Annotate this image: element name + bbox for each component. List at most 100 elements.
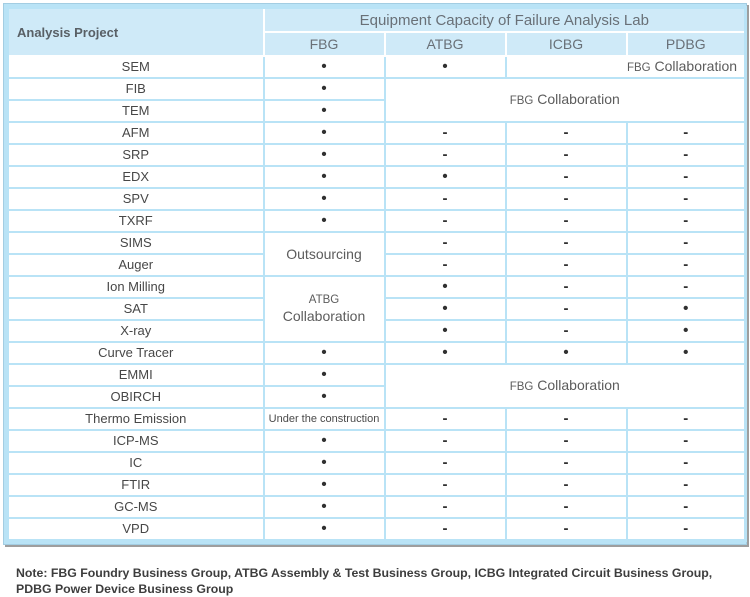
capacity-cell-fbg: • (262, 495, 386, 519)
project-name: SIMS (6, 231, 265, 255)
table-title: Equipment Capacity of Failure Analysis L… (262, 6, 747, 33)
capacity-cell-pdbg: - (625, 209, 747, 233)
project-name: TEM (6, 99, 265, 123)
capacity-cell-pdbg: - (625, 473, 747, 497)
table-row: ICP-MS • - - - (6, 429, 747, 453)
merged-atbg-collaboration-cell: ATBG Collaboration (262, 275, 386, 343)
capacity-cell-fbg: • (262, 77, 386, 101)
project-name: FIB (6, 77, 265, 101)
collab-prefix: ATBG (308, 294, 340, 306)
capacity-cell-icbg: - (504, 209, 628, 233)
column-header-fbg: FBG (262, 31, 386, 57)
project-name: SRP (6, 143, 265, 167)
table-row: Ion Milling ATBG Collaboration • - - (6, 275, 747, 343)
project-name: X-ray (6, 319, 265, 343)
table-row: TEM • (6, 99, 746, 123)
capacity-cell-icbg: - (504, 253, 628, 277)
capacity-cell-icbg: - (504, 451, 628, 475)
capacity-cell-atbg: - (383, 429, 507, 453)
capacity-cell-fbg-under-construction: Under the construction (262, 407, 386, 431)
table-row: FTIR • - - - (6, 473, 747, 497)
project-name: TXRF (6, 209, 265, 233)
table-row: FIB • FBG Collaboration (6, 77, 747, 123)
table-row: SPV • - - - (6, 187, 747, 211)
project-name: OBIRCH (6, 385, 265, 409)
capacity-cell-pdbg: - (625, 451, 747, 475)
capacity-cell-pdbg: - (625, 429, 747, 453)
merged-collaboration-cell: FBG Collaboration (383, 363, 747, 409)
equipment-capacity-table: Analysis Project Equipment Capacity of F… (6, 6, 748, 542)
capacity-cell-fbg: • (262, 187, 386, 211)
table-row: SAT • - • (6, 297, 747, 321)
capacity-cell-atbg: - (383, 495, 507, 519)
capacity-cell-pdbg: - (625, 517, 747, 542)
capacity-cell-icbg: - (504, 407, 628, 431)
capacity-cell-fbg: • (262, 209, 386, 233)
column-header-atbg: ATBG (383, 31, 507, 57)
capacity-cell-atbg: • (383, 165, 507, 189)
collab-prefix: FBG (509, 380, 534, 393)
collab-label: Collaboration (654, 57, 738, 74)
capacity-cell-icbg: - (504, 517, 628, 542)
capacity-cell-pdbg: • (625, 341, 747, 365)
table-row: TXRF • - - - (6, 209, 747, 233)
capacity-cell-atbg: • (383, 341, 507, 365)
column-header-icbg: ICBG (504, 31, 628, 57)
capacity-cell-atbg: • (383, 275, 507, 299)
capacity-cell-atbg: • (383, 319, 507, 343)
capacity-cell-atbg: - (383, 451, 507, 475)
project-name: AFM (6, 121, 265, 145)
table-row: OBIRCH • (6, 385, 746, 409)
capacity-cell-icbg: - (504, 165, 628, 189)
equipment-table-frame: Analysis Project Equipment Capacity of F… (3, 3, 748, 545)
capacity-cell-icbg: - (504, 231, 628, 255)
footnote: Note: FBG Foundry Business Group, ATBG A… (16, 566, 746, 597)
capacity-cell-icbg: - (504, 473, 628, 497)
merged-outsourcing-cell: Outsourcing (262, 231, 386, 277)
project-name: SEM (6, 55, 265, 79)
capacity-cell-pdbg: - (625, 231, 747, 255)
merged-collaboration-cell: FBG Collaboration (504, 55, 747, 79)
capacity-cell-pdbg: - (625, 275, 747, 299)
capacity-cell-fbg: • (262, 385, 386, 409)
collab-prefix: FBG (626, 61, 651, 74)
table-row: Curve Tracer • • • • (6, 341, 747, 365)
collab-label: Collaboration (537, 90, 620, 107)
capacity-cell-atbg: - (383, 121, 507, 145)
project-name: FTIR (6, 473, 265, 497)
capacity-cell-atbg: - (383, 209, 507, 233)
table-header-row-group: Analysis Project Equipment Capacity of F… (6, 6, 747, 57)
capacity-cell-icbg: - (504, 121, 628, 145)
table-header-row-columns: FBG ATBG ICBG PDBG (8, 31, 747, 57)
capacity-cell-atbg: - (383, 231, 507, 255)
table-row: EMMI • FBG Collaboration (6, 363, 747, 409)
capacity-cell-fbg: • (262, 121, 386, 145)
collab-label: Collaboration (282, 308, 366, 324)
capacity-cell-icbg: - (504, 429, 628, 453)
project-name: Ion Milling (6, 275, 265, 299)
capacity-cell-pdbg: - (625, 495, 747, 519)
capacity-cell-icbg: - (504, 495, 628, 519)
table-row: Auger - - - (6, 253, 747, 277)
capacity-cell-icbg: - (504, 187, 628, 211)
table-row: AFM • - - - (6, 121, 747, 145)
table-row: VPD • - - - (6, 517, 747, 542)
capacity-cell-pdbg: - (625, 121, 747, 145)
project-name: GC-MS (6, 495, 265, 519)
table-row: SIMS Outsourcing - - - (6, 231, 747, 277)
capacity-cell-fbg: • (262, 517, 386, 542)
capacity-cell-icbg: - (504, 143, 628, 167)
capacity-cell-fbg: • (262, 55, 386, 79)
table-row: Thermo Emission Under the construction -… (6, 407, 747, 431)
analysis-project-header: Analysis Project (6, 6, 265, 57)
merged-collaboration-cell: FBG Collaboration (383, 77, 747, 123)
project-name: ICP-MS (6, 429, 265, 453)
capacity-cell-atbg: - (383, 473, 507, 497)
capacity-cell-fbg: • (262, 165, 386, 189)
capacity-cell-icbg: - (504, 275, 628, 299)
capacity-cell-fbg: • (262, 429, 386, 453)
capacity-cell-atbg: • (383, 55, 507, 79)
capacity-cell-atbg: - (383, 187, 507, 211)
footnote-line-2: PDBG Power Device Business Group (16, 581, 234, 596)
capacity-cell-pdbg: - (625, 143, 747, 167)
